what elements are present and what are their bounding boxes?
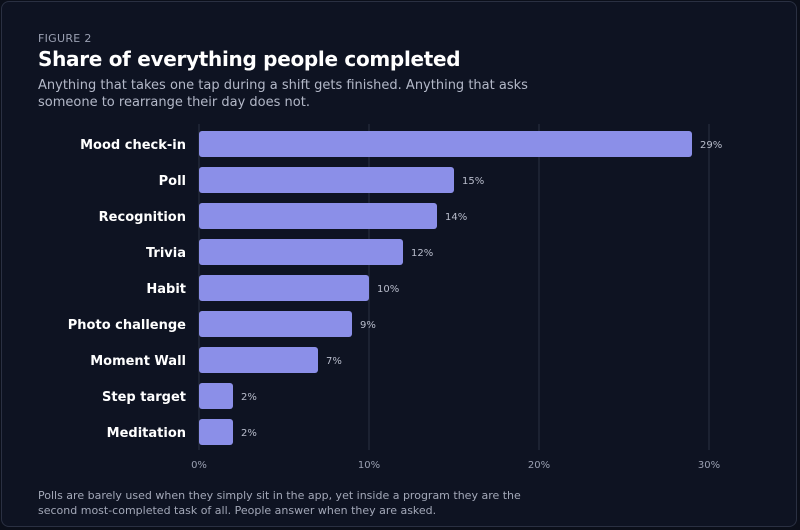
category-label: Poll — [159, 174, 186, 189]
value-label: 10% — [377, 284, 399, 295]
value-label: 7% — [326, 356, 342, 367]
bar — [199, 347, 318, 373]
category-label: Moment Wall — [90, 354, 186, 369]
bar — [199, 239, 403, 265]
category-label: Step target — [102, 390, 186, 405]
bar — [199, 383, 233, 409]
value-label: 29% — [700, 140, 722, 151]
bar — [199, 167, 454, 193]
bar — [199, 275, 369, 301]
bar — [199, 131, 692, 157]
category-label: Photo challenge — [68, 318, 186, 333]
value-label: 9% — [360, 320, 376, 331]
chart-title: Share of everything people completed — [38, 47, 461, 71]
bar — [199, 419, 233, 445]
figure-eyebrow: FIGURE 2 — [38, 32, 92, 45]
bar — [199, 203, 437, 229]
value-label: 2% — [241, 428, 257, 439]
x-tick-label: 0% — [191, 460, 207, 471]
category-label: Habit — [146, 282, 186, 297]
category-label: Meditation — [107, 426, 186, 441]
x-tick-label: 10% — [358, 460, 380, 471]
chart-footnote: Polls are barely used when they simply s… — [38, 489, 521, 517]
chart-subtitle: Anything that takes one tap during a shi… — [38, 78, 528, 110]
x-tick-label: 20% — [528, 460, 550, 471]
category-label: Recognition — [99, 210, 186, 225]
x-tick-label: 30% — [698, 460, 720, 471]
value-label: 14% — [445, 212, 467, 223]
value-label: 2% — [241, 392, 257, 403]
category-label: Trivia — [146, 246, 186, 261]
category-label: Mood check-in — [80, 138, 186, 153]
value-label: 15% — [462, 176, 484, 187]
value-label: 12% — [411, 248, 433, 259]
bar — [199, 311, 352, 337]
